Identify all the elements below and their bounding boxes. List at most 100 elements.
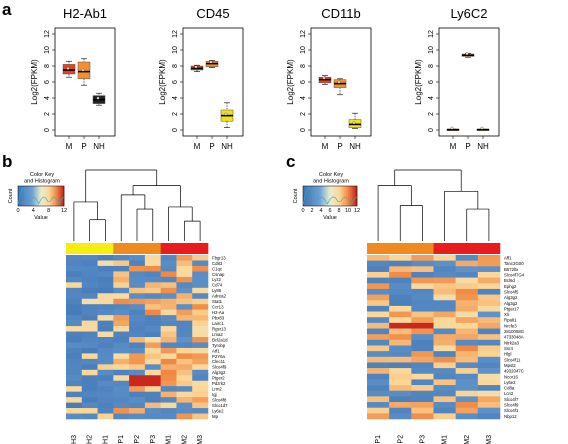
heatmap-cell bbox=[455, 379, 479, 386]
heatmap-cell bbox=[433, 390, 456, 397]
row-label: 4733048A bbox=[504, 335, 524, 340]
heatmap-cell bbox=[81, 309, 98, 316]
heatmap-cell bbox=[192, 408, 209, 414]
group-band-cell bbox=[192, 243, 209, 254]
heatmap-cell bbox=[66, 413, 83, 420]
heatmap-cell bbox=[176, 260, 193, 267]
heatmap-cell bbox=[433, 311, 456, 318]
heatmap-cell bbox=[129, 287, 146, 294]
heatmap-cell bbox=[411, 339, 434, 346]
y-tick-label: 10 bbox=[172, 46, 179, 54]
heatmap-cell bbox=[477, 407, 501, 414]
heatmap-cell bbox=[477, 390, 501, 397]
heatmap-cell bbox=[176, 287, 193, 294]
heatmap-cell bbox=[160, 293, 177, 300]
heatmap-cell bbox=[160, 369, 177, 376]
heatmap-cell bbox=[66, 287, 83, 294]
heatmap-cell bbox=[97, 320, 114, 327]
heatmap-cell bbox=[477, 351, 501, 358]
row-label: Ly6e2 bbox=[212, 408, 224, 413]
heatmap-cell bbox=[144, 408, 161, 414]
chart-title: H2-Ab1 bbox=[63, 6, 107, 21]
heatmap-cell bbox=[97, 309, 114, 316]
color-key-tick: 12 bbox=[61, 208, 67, 214]
heatmap-cell bbox=[81, 320, 98, 327]
heatmap-cell bbox=[144, 380, 161, 387]
heatmap-cell bbox=[66, 293, 83, 300]
heatmap-cell bbox=[81, 408, 98, 414]
heatmap-cell bbox=[477, 402, 501, 408]
heatmap-cell bbox=[66, 315, 83, 321]
heatmap-cell bbox=[129, 276, 146, 283]
group-band-cell bbox=[129, 243, 146, 254]
heatmap-cell bbox=[192, 364, 209, 371]
heatmap-cell bbox=[367, 385, 390, 392]
heatmap-cell bbox=[477, 345, 501, 352]
data-point bbox=[209, 60, 213, 64]
color-key-gradient bbox=[19, 186, 22, 206]
heatmap-cell bbox=[192, 304, 209, 310]
heatmap-cell bbox=[97, 358, 114, 365]
heatmap-cell bbox=[97, 364, 114, 371]
heatmap-cell bbox=[477, 385, 501, 392]
y-tick-label: 2 bbox=[172, 112, 179, 116]
color-key-gradient bbox=[45, 186, 48, 206]
heatmap-cell bbox=[176, 375, 193, 382]
heatmap-cell bbox=[66, 337, 83, 343]
heatmap-cell bbox=[129, 413, 146, 420]
heatmap-cell bbox=[81, 331, 98, 338]
heatmap-cell bbox=[144, 260, 161, 267]
heatmap-cell bbox=[81, 402, 98, 409]
group-band-cell bbox=[477, 243, 501, 254]
heatmap-cell bbox=[97, 337, 114, 343]
color-key-gradient bbox=[349, 186, 352, 206]
heatmap-cell bbox=[66, 298, 83, 305]
color-key-tick: 2 bbox=[310, 208, 313, 214]
color-key-gradient bbox=[326, 186, 329, 206]
data-point bbox=[81, 68, 85, 72]
heatmap-cell bbox=[176, 347, 193, 354]
heatmap-cell bbox=[455, 396, 479, 403]
color-key-gradient bbox=[355, 186, 358, 206]
heatmap-cell bbox=[367, 322, 390, 329]
heatmap-cell bbox=[113, 380, 130, 387]
heatmap-cell bbox=[477, 373, 501, 380]
group-band-cell bbox=[176, 243, 193, 254]
heatmap-cell bbox=[389, 260, 412, 267]
heatmap-cell bbox=[367, 413, 390, 420]
heatmap-cell bbox=[477, 277, 501, 284]
heatmap-cell bbox=[160, 358, 177, 365]
heatmap-cell bbox=[192, 309, 209, 316]
heatmap-cell bbox=[129, 271, 146, 278]
heatmap-cell bbox=[66, 402, 83, 409]
heatmap-cell bbox=[97, 369, 114, 376]
color-key-title: and Histogram bbox=[313, 179, 349, 185]
heatmap-cell bbox=[192, 276, 209, 283]
heatmap-cell bbox=[176, 402, 193, 409]
heatmap-cell bbox=[192, 347, 209, 354]
heatmap-cell bbox=[144, 413, 161, 420]
heatmap-cell bbox=[129, 369, 146, 376]
heatmap-cell bbox=[192, 380, 209, 387]
heatmap-cell bbox=[477, 255, 501, 261]
heatmap-cell bbox=[144, 255, 161, 261]
heatmap-cell bbox=[97, 408, 114, 414]
x-tick-label: NH bbox=[221, 142, 233, 151]
heatmap-cell bbox=[66, 260, 83, 267]
row-label: Aff1 bbox=[504, 256, 512, 261]
heatmap-cell bbox=[97, 413, 114, 420]
heatmap-cell bbox=[144, 364, 161, 371]
heatmap-cell bbox=[97, 271, 114, 278]
heatmap-cell bbox=[113, 260, 130, 267]
heatmap-cell bbox=[113, 320, 130, 327]
heatmap-cell bbox=[113, 358, 130, 365]
heatmap-cell bbox=[433, 413, 456, 420]
heatmap-cell bbox=[389, 345, 412, 352]
color-key-gradient bbox=[27, 186, 30, 206]
x-tick-label: P bbox=[337, 142, 342, 151]
row-label: Cd8a bbox=[504, 386, 515, 391]
heatmap-cell bbox=[433, 322, 456, 329]
column-label: P1 bbox=[375, 435, 382, 444]
heatmap-cell bbox=[192, 391, 209, 398]
row-label: Ptger17 bbox=[504, 306, 520, 311]
